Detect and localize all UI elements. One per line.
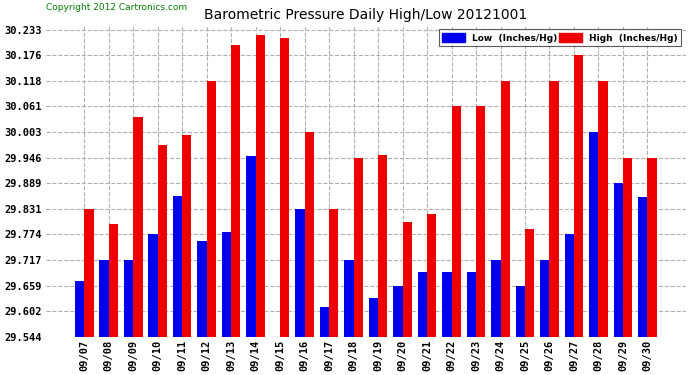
Bar (173, 196, 182, 337)
Text: Copyright 2012 Cartronics.com: Copyright 2012 Cartronics.com (46, 3, 187, 12)
Bar (353, 158, 363, 337)
Title: Barometric Pressure Daily High/Low 20121001: Barometric Pressure Daily High/Low 20121… (204, 8, 527, 22)
Bar (304, 132, 314, 337)
Bar (368, 298, 378, 337)
Bar (549, 81, 559, 337)
Bar (451, 106, 461, 337)
Bar (525, 230, 534, 337)
Bar (540, 260, 549, 337)
Bar (638, 197, 647, 337)
Bar (442, 272, 451, 337)
Bar (75, 280, 84, 337)
Bar (329, 209, 338, 337)
Bar (417, 272, 427, 337)
Bar (182, 135, 192, 337)
Bar (295, 209, 304, 337)
Bar (319, 308, 329, 337)
Bar (623, 158, 632, 337)
Bar (476, 106, 485, 337)
Bar (255, 35, 265, 337)
Bar (491, 260, 500, 337)
Bar (647, 158, 657, 337)
Bar (231, 45, 240, 337)
Bar (500, 81, 510, 337)
Bar (344, 260, 353, 337)
Bar (133, 117, 143, 337)
Bar (84, 209, 94, 337)
Bar (109, 224, 118, 337)
Bar (99, 260, 109, 337)
Bar (124, 260, 133, 337)
Bar (222, 232, 231, 337)
Bar (158, 145, 167, 337)
Bar (515, 286, 525, 337)
Bar (402, 222, 412, 337)
Bar (246, 156, 255, 337)
Bar (280, 38, 289, 337)
Bar (427, 214, 436, 337)
Bar (148, 234, 158, 337)
Bar (589, 132, 598, 337)
Bar (197, 240, 207, 337)
Bar (574, 55, 583, 337)
Bar (378, 155, 387, 337)
Bar (598, 81, 608, 337)
Bar (564, 234, 574, 337)
Bar (393, 286, 402, 337)
Bar (613, 183, 623, 337)
Bar (466, 272, 476, 337)
Legend: Low  (Inches/Hg), High  (Inches/Hg): Low (Inches/Hg), High (Inches/Hg) (439, 29, 681, 46)
Bar (207, 81, 216, 337)
